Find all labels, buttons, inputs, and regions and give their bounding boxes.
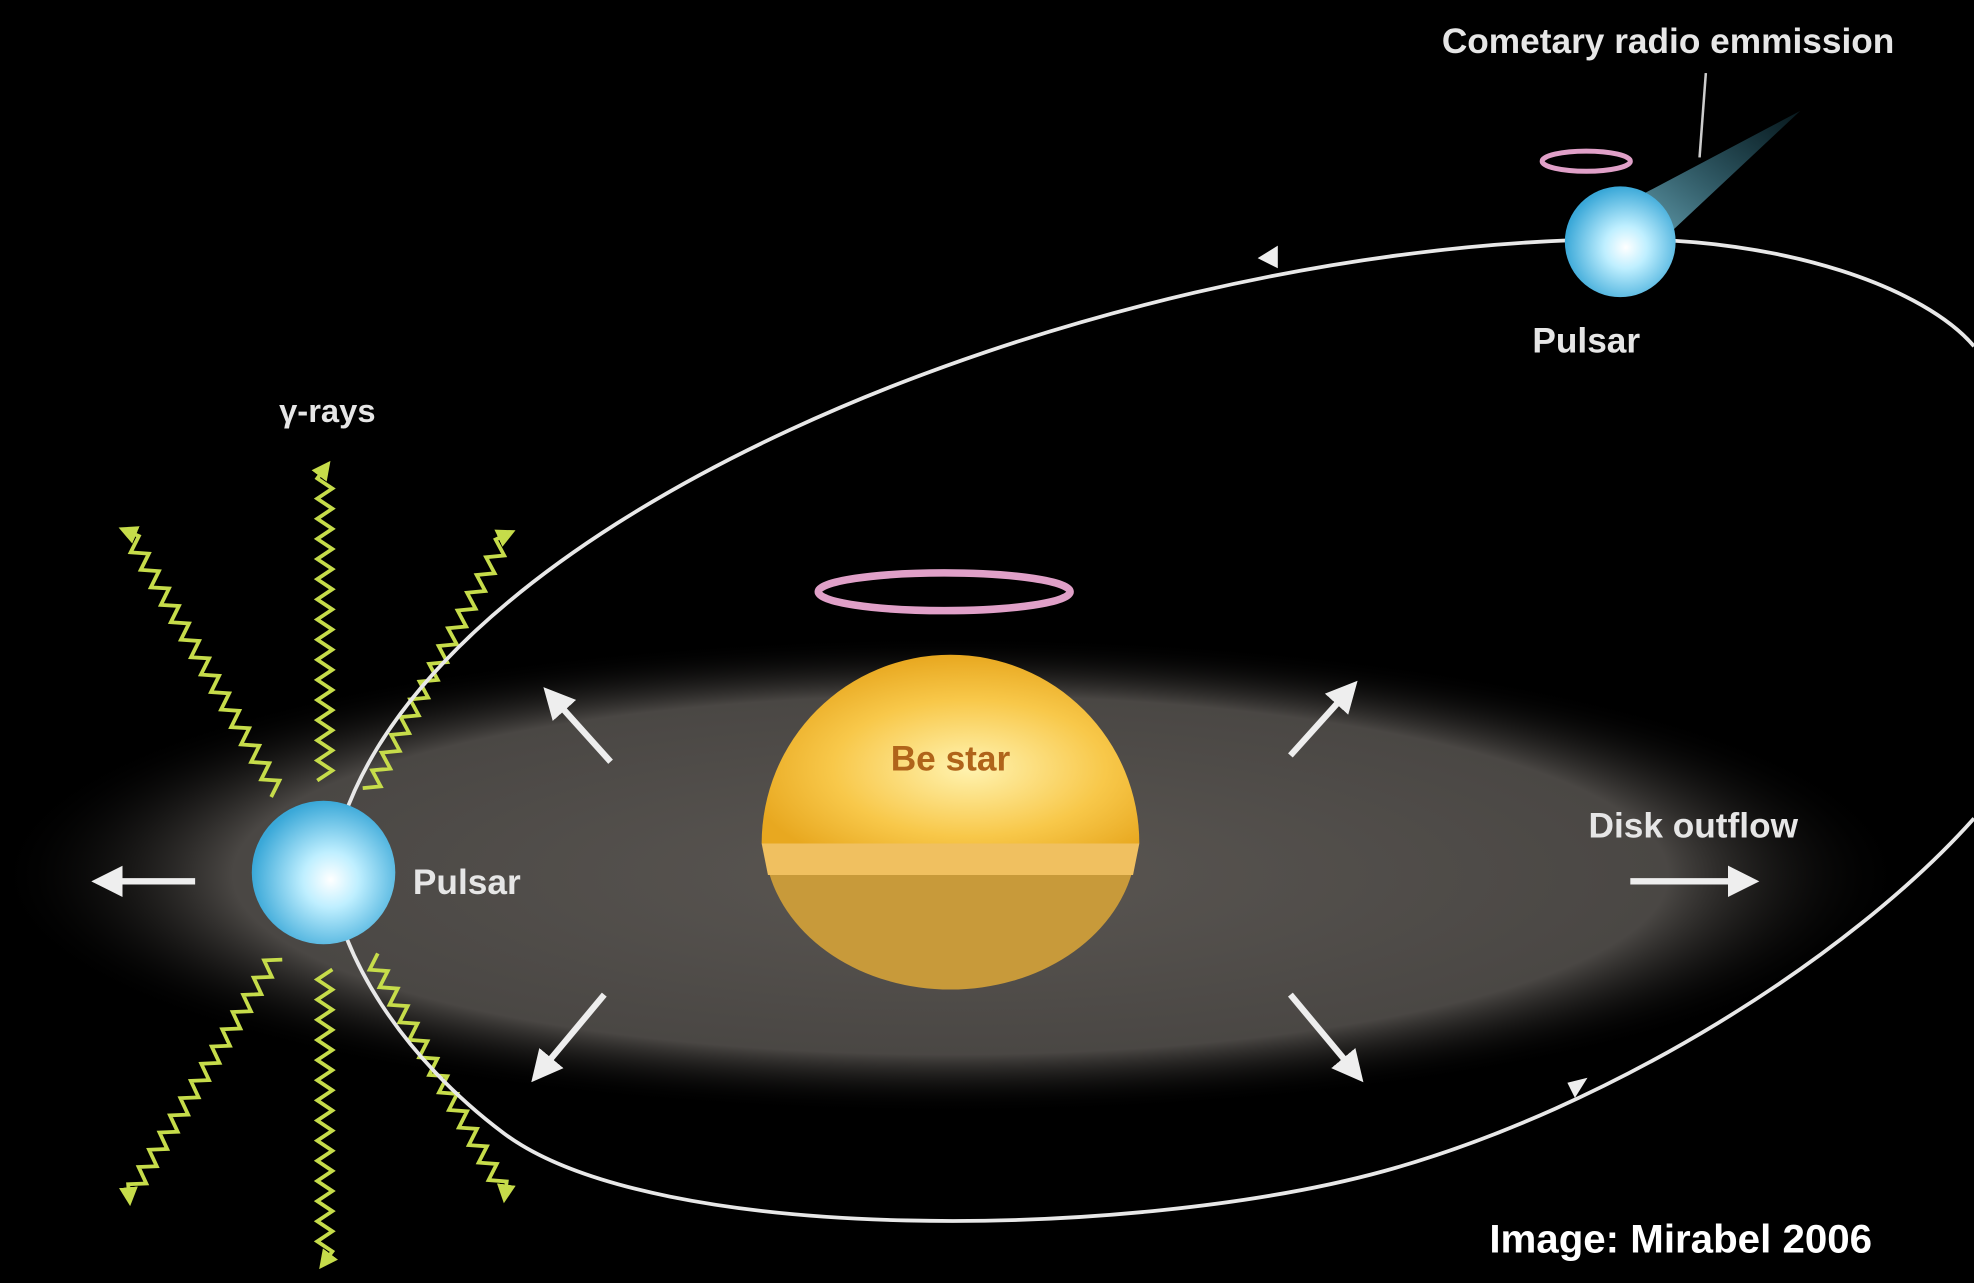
diagram: Cometary radio emmission Pulsar γ-rays B… xyxy=(0,0,1974,1283)
pulsar-top xyxy=(1565,186,1676,297)
label-pulsar-left: Pulsar xyxy=(413,863,521,902)
label-gamma: γ-rays xyxy=(279,392,375,429)
label-disk-outflow: Disk outflow xyxy=(1588,806,1798,845)
pulsar-left xyxy=(252,801,396,945)
label-cometary: Cometary radio emmission xyxy=(1442,22,1895,61)
credit: Image: Mirabel 2006 xyxy=(1489,1217,1872,1262)
be-star-band xyxy=(762,844,1140,875)
label-be-star: Be star xyxy=(891,740,1011,779)
label-pulsar-top: Pulsar xyxy=(1532,322,1640,361)
page: {"labels": {"cometary": "Cometary radio … xyxy=(0,0,1974,1283)
